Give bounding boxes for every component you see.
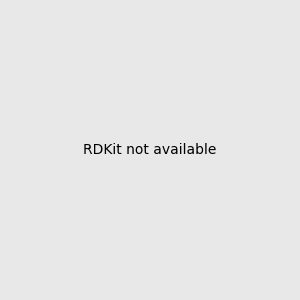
Text: RDKit not available: RDKit not available [83,143,217,157]
